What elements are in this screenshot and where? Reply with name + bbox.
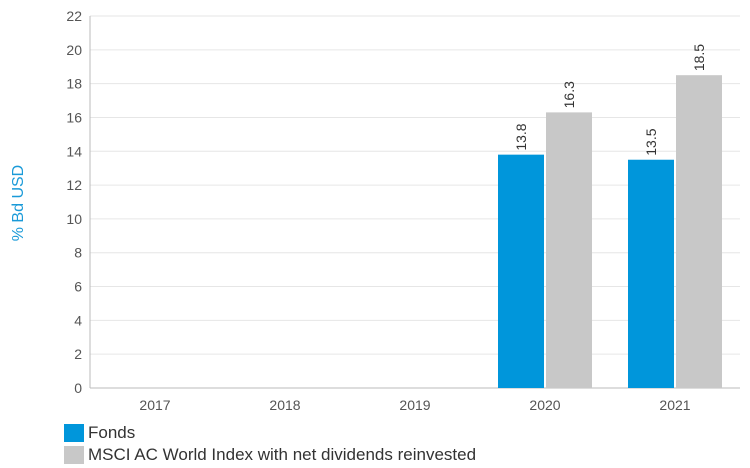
bar: [498, 154, 544, 388]
gridlines: [89, 15, 740, 389]
x-tick-label: 2020: [529, 397, 560, 413]
legend-item-fonds: Fonds: [64, 422, 476, 444]
x-tick-label: 2017: [139, 397, 170, 413]
legend-label-msci: MSCI AC World Index with net dividends r…: [88, 445, 477, 464]
bar-chart: 0 2 4 6 8 10 12 14 16 18 20 22 2017 2018 2019 2020 2021…: [10, 8, 740, 413]
data-label: 13.8: [513, 123, 529, 150]
y-tick-label: 20: [66, 42, 82, 58]
x-tick-label: 2021: [659, 397, 690, 413]
y-tick-label: 14: [66, 143, 82, 159]
data-label: 13.5: [643, 128, 659, 155]
y-tick-label: 0: [74, 380, 82, 396]
legend-label-fonds: Fonds: [88, 423, 136, 442]
y-tick-label: 8: [74, 245, 82, 261]
bar: [676, 75, 722, 388]
x-tick-label: 2018: [269, 397, 300, 413]
y-tick-label: 2: [74, 346, 82, 362]
data-label: 18.5: [691, 44, 707, 71]
legend: Fonds MSCI AC World Index with net divid…: [64, 422, 476, 466]
legend-swatch-fonds: [64, 424, 84, 442]
y-tick-label: 12: [66, 177, 82, 193]
y-tick-label: 16: [66, 109, 82, 125]
data-label: 16.3: [561, 81, 577, 108]
bar: [628, 159, 674, 388]
bar: [546, 112, 592, 388]
y-axis-label: % Bd USD: [10, 165, 27, 241]
legend-swatch-msci: [64, 446, 84, 464]
y-tick-label: 22: [66, 8, 82, 24]
data-labels: 13.8 16.3 13.5 18.5: [513, 44, 707, 156]
y-axis-ticks: 0 2 4 6 8 10 12 14 16 18 20 22: [66, 8, 82, 396]
x-axis-ticks: 2017 2018 2019 2020 2021: [139, 397, 690, 413]
bars: [498, 75, 722, 388]
y-tick-label: 4: [74, 312, 82, 328]
x-tick-label: 2019: [399, 397, 430, 413]
y-tick-label: 6: [74, 279, 82, 295]
legend-item-msci: MSCI AC World Index with net dividends r…: [64, 444, 476, 466]
y-tick-label: 10: [66, 211, 82, 227]
y-tick-label: 18: [66, 76, 82, 92]
